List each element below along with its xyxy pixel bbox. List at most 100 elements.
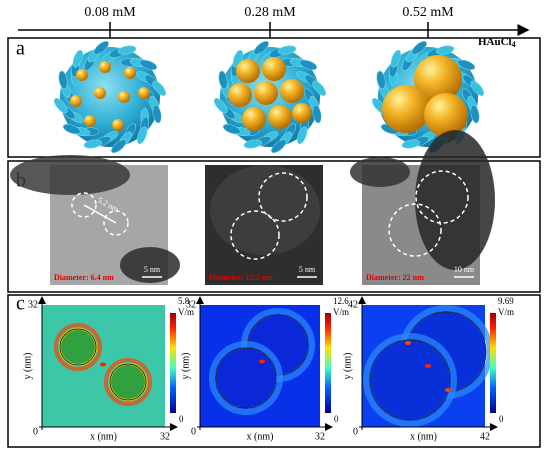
x-axis-label: x (nm) — [410, 431, 437, 442]
flower-petal — [218, 70, 228, 90]
hot-spot — [425, 364, 431, 368]
panel-label: a — [16, 38, 25, 60]
tem-region — [10, 155, 130, 195]
hot-spot — [405, 341, 411, 345]
particle-edge — [59, 328, 97, 366]
flower-petal — [253, 40, 269, 55]
tem-region — [415, 130, 495, 270]
flower-petal — [243, 139, 263, 149]
particle-outline — [258, 172, 308, 222]
field-glow — [54, 323, 102, 371]
colorbar-max: 12.6 — [333, 296, 349, 306]
x-axis-label: x (nm) — [90, 431, 117, 442]
concentration-label: 0.08 mM — [84, 5, 136, 20]
flower-petal — [152, 104, 162, 124]
particle-edge — [109, 363, 147, 401]
scale-bar-label: 5 nm — [144, 265, 161, 274]
particle-field — [369, 339, 451, 421]
tem-region — [210, 165, 320, 255]
x-max-label: 42 — [480, 431, 490, 442]
gold-sphere — [84, 115, 96, 127]
y-axis-label: y (nm) — [342, 353, 353, 380]
x-max-label: 32 — [160, 431, 170, 442]
hot-spot — [259, 359, 265, 364]
y-axis-label: y (nm) — [22, 353, 33, 380]
flower-petal — [152, 80, 167, 96]
particle-edge — [369, 339, 451, 421]
tem-region — [350, 157, 410, 187]
particle-outline — [230, 210, 280, 260]
concentration-label: 0.52 mM — [402, 5, 454, 20]
flower-petal — [401, 139, 421, 149]
flower-petal — [470, 104, 480, 124]
flower-petal — [277, 45, 297, 55]
colorbar-unit: V/m — [178, 307, 194, 317]
gold-sphere — [236, 59, 260, 83]
tem-region — [120, 247, 180, 283]
origin-label: 0 — [191, 426, 196, 437]
field-glow — [104, 358, 152, 406]
flower-petal — [72, 49, 83, 68]
gold-sphere — [112, 119, 124, 131]
scale-bar-label: 10 nm — [454, 265, 475, 274]
colorbar-min: 0 — [334, 414, 339, 424]
scale-bar-label: 5 nm — [299, 265, 316, 274]
gold-sphere — [124, 67, 136, 79]
gold-sphere — [268, 105, 292, 129]
panel-frame — [7, 160, 541, 293]
gold-sphere — [424, 93, 468, 137]
gold-sphere — [382, 85, 430, 133]
flower-petal — [111, 139, 127, 154]
colorbar-min: 0 — [179, 414, 184, 424]
flower-petal — [376, 70, 386, 90]
gold-sphere — [242, 107, 266, 131]
origin-label: 0 — [353, 426, 358, 437]
flower-petal — [435, 45, 455, 55]
panel-frame — [7, 37, 541, 158]
measure-line — [83, 204, 117, 224]
diameter-label: Diameter: 22 nm — [366, 273, 424, 282]
flower-petal — [62, 124, 81, 135]
nanoflower — [53, 40, 167, 154]
y-max-label: 42 — [348, 299, 358, 310]
concentration-label: 0.28 mM — [244, 5, 296, 20]
reagent-subscript: 4 — [512, 40, 516, 49]
flower-petal — [299, 59, 318, 70]
flower-petal — [232, 49, 243, 68]
colorbar-max: 9.69 — [498, 296, 514, 306]
hot-spot — [100, 362, 106, 367]
panel-label: c — [16, 293, 25, 315]
x-axis-label: x (nm) — [247, 431, 274, 442]
gold-sphere — [254, 81, 278, 105]
colorbar-unit: V/m — [498, 307, 514, 317]
flower-petal — [457, 59, 476, 70]
diameter-label: Diameter: 12.2 nm — [209, 273, 273, 282]
gold-sphere — [262, 57, 286, 81]
flower-petal — [390, 49, 401, 68]
gold-sphere — [70, 95, 82, 107]
colorbar — [325, 313, 331, 413]
flower-petal — [53, 98, 68, 114]
flower-petal — [213, 98, 228, 114]
particle-outline — [103, 210, 129, 236]
y-max-label: 32 — [28, 299, 38, 310]
gold-sphere — [414, 55, 462, 103]
colorbar-min: 0 — [499, 414, 504, 424]
gold-sphere — [292, 103, 312, 123]
colorbar-max: 5.8 — [178, 296, 190, 306]
hot-spot — [445, 388, 451, 392]
nanoflower — [213, 40, 327, 154]
gold-sphere — [76, 69, 88, 81]
gold-sphere — [280, 79, 304, 103]
particle-outline — [388, 203, 442, 257]
flower-petal — [312, 80, 327, 96]
flower-petal — [93, 40, 109, 55]
flower-petal — [137, 126, 148, 145]
flower-petal — [139, 59, 158, 70]
flower-petal — [271, 139, 287, 154]
gold-sphere — [228, 83, 252, 107]
flower-petal — [312, 104, 322, 124]
flower-petal — [222, 124, 241, 135]
diameter-label: Diameter: 6.4 nm — [54, 273, 114, 282]
